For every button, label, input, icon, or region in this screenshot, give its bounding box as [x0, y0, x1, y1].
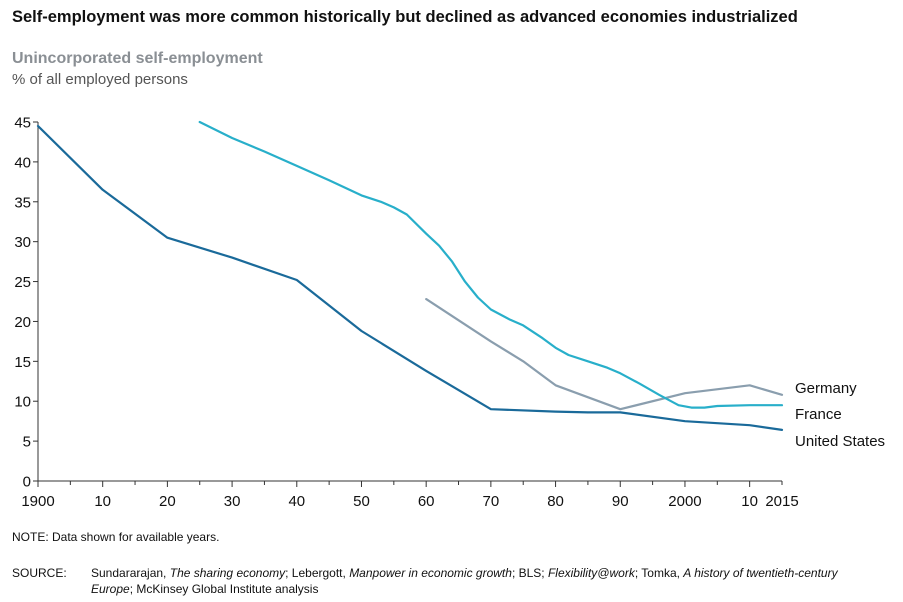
source-part-3: Manpower in economic growth — [349, 566, 512, 580]
series-label-germany: Germany — [795, 380, 857, 397]
source-part-2-0: Europe — [91, 582, 130, 596]
series-line-france — [198, 120, 784, 409]
chart-units: % of all employed persons — [12, 71, 188, 88]
chart-subtitle: Unincorporated self-employment — [12, 50, 263, 67]
series-line-united-states — [36, 124, 784, 431]
x-tick-label: 2015 — [765, 493, 798, 510]
line-chart: 0 5 10 15 20 25 30 35 40 45 1900 10 20 30 40 50 60 70 80 90… — [14, 115, 885, 511]
y-tick-label: 5 — [23, 434, 31, 451]
source-part-2-1: ; McKinsey Global Institute analysis — [129, 582, 319, 596]
source-part-5: Flexibility@work — [547, 566, 635, 580]
source-part-6: ; Tomka, — [634, 566, 684, 580]
y-tick-label: 40 — [14, 154, 31, 171]
series-label-france: France — [795, 406, 842, 423]
x-tick-label: 70 — [483, 493, 500, 510]
x-tick-label: 90 — [612, 493, 629, 510]
source-line-1: Sundararajan, The sharing economy; Leber… — [91, 566, 838, 580]
source-part-2: ; Lebergott, — [285, 566, 350, 580]
series-lines — [36, 120, 784, 431]
series-labels: Germany France United States — [795, 380, 885, 450]
chart-axes: 0 5 10 15 20 25 30 35 40 45 1900 10 20 30 40 50 60 70 80 90… — [14, 115, 798, 511]
x-tick-label: 20 — [159, 493, 176, 510]
x-tick-label: 10 — [94, 493, 111, 510]
x-tick-label: 50 — [353, 493, 370, 510]
series-label-united-states: United States — [795, 433, 885, 450]
y-tick-label: 20 — [14, 314, 31, 331]
x-tick-label: 1900 — [21, 493, 54, 510]
chart-source: SOURCE: Sundararajan, The sharing economy… — [12, 565, 892, 597]
chart-title: Self-employment was more common historic… — [12, 8, 798, 26]
source-part-1: The sharing economy — [169, 566, 286, 580]
y-tick-label: 35 — [14, 194, 31, 211]
x-tick-label: 2000 — [668, 493, 701, 510]
y-tick-label: 45 — [14, 115, 31, 132]
y-tick-label: 0 — [23, 474, 31, 491]
y-tick-label: 10 — [14, 394, 31, 411]
series-line-germany — [425, 298, 784, 411]
source-lead: SOURCE: — [12, 566, 67, 580]
source-part-7: A history of twentieth-century — [683, 566, 838, 580]
y-tick-label: 30 — [14, 234, 31, 251]
y-tick-label: 25 — [14, 274, 31, 291]
x-tick-label: 10 — [741, 493, 758, 510]
source-part-4: ; BLS; — [511, 566, 548, 580]
x-tick-label: 30 — [224, 493, 241, 510]
x-tick-label: 80 — [547, 493, 564, 510]
source-part-0: Sundararajan, — [91, 566, 170, 580]
y-tick-label: 15 — [14, 354, 31, 371]
chart-note: NOTE: Data shown for available years. — [12, 530, 220, 544]
source-line-2: Europe; McKinsey Global Institute analys… — [12, 581, 892, 597]
x-tick-label: 60 — [418, 493, 435, 510]
x-tick-label: 40 — [288, 493, 305, 510]
